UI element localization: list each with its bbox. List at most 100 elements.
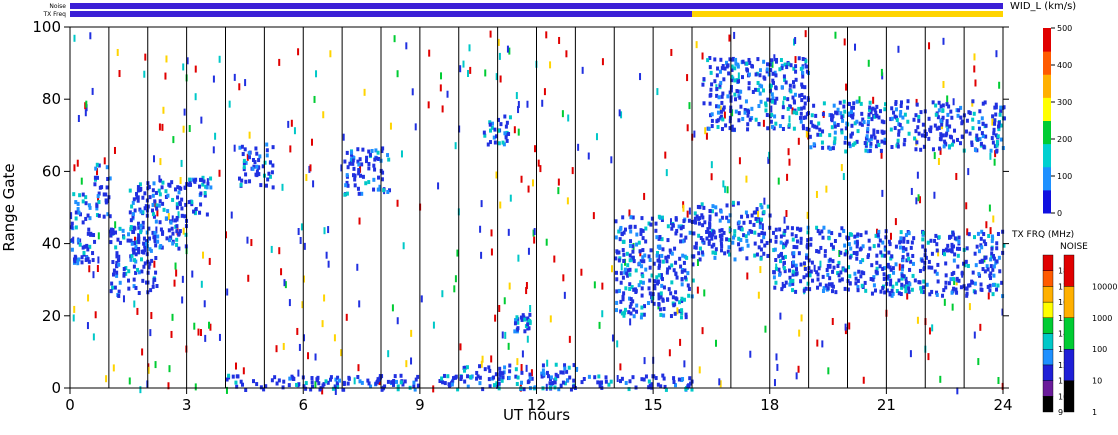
data-pixel — [802, 115, 806, 120]
data-pixel — [730, 67, 734, 72]
data-pixel — [822, 101, 826, 106]
data-pixel — [949, 109, 953, 114]
data-pixel — [70, 225, 74, 230]
noise-pixel — [728, 34, 731, 42]
data-pixel — [869, 107, 873, 112]
data-pixel — [132, 277, 136, 282]
data-pixel — [810, 260, 814, 265]
noise-pixel — [402, 242, 405, 250]
data-pixel — [116, 237, 120, 242]
data-pixel — [708, 101, 712, 106]
data-pixel — [647, 254, 651, 259]
data-pixel — [836, 122, 840, 127]
data-pixel — [178, 229, 182, 234]
noise-pixel — [952, 98, 955, 106]
data-pixel — [728, 57, 732, 62]
data-pixel — [369, 384, 373, 389]
data-pixel — [728, 90, 732, 95]
data-pixel — [623, 270, 627, 275]
data-pixel — [720, 244, 724, 249]
data-pixel — [792, 126, 796, 131]
data-pixel — [894, 101, 898, 106]
data-pixel — [844, 135, 848, 140]
data-pixel — [827, 229, 831, 234]
noise-pixel — [973, 53, 976, 61]
data-pixel — [268, 160, 272, 165]
data-pixel — [722, 230, 726, 235]
data-pixel — [672, 303, 676, 308]
noise-pixel — [916, 316, 919, 324]
noise-pixel — [515, 92, 518, 100]
noise-pixel — [204, 334, 207, 342]
noise-pixel — [629, 318, 632, 326]
data-pixel — [991, 140, 995, 145]
data-pixel — [907, 289, 911, 294]
data-pixel — [891, 266, 895, 271]
data-pixel — [644, 226, 648, 231]
data-pixel — [644, 267, 648, 272]
data-pixel — [621, 297, 625, 302]
data-pixel — [154, 190, 158, 195]
data-pixel — [821, 145, 825, 150]
data-pixel — [442, 373, 446, 378]
data-pixel — [648, 265, 652, 270]
data-pixel — [131, 212, 135, 217]
noise-pixel — [175, 269, 178, 277]
data-pixel — [848, 144, 852, 149]
noise-pixel — [396, 70, 399, 78]
data-pixel — [936, 262, 940, 267]
data-pixel — [866, 119, 870, 124]
noise-pixel — [114, 221, 117, 229]
data-pixel — [896, 138, 900, 143]
data-pixel — [637, 283, 641, 288]
data-pixel — [986, 284, 990, 289]
data-pixel — [199, 191, 203, 196]
noise-pixel — [181, 296, 184, 304]
data-pixel — [995, 140, 999, 145]
data-pixel — [259, 385, 263, 390]
data-pixel — [782, 260, 786, 265]
data-pixel — [650, 273, 654, 278]
noise-pixel — [656, 88, 659, 96]
noise-pixel — [497, 38, 500, 46]
data-pixel — [244, 160, 248, 165]
data-pixel — [904, 285, 908, 290]
data-pixel — [670, 263, 674, 268]
data-pixel — [871, 277, 875, 282]
data-pixel — [108, 229, 112, 234]
data-pixel — [678, 309, 682, 314]
scatter-noise — [70, 30, 1004, 395]
data-pixel — [962, 261, 966, 266]
noise-pixel — [995, 50, 998, 58]
data-pixel — [621, 294, 625, 299]
data-pixel — [877, 115, 881, 120]
data-pixel — [680, 269, 684, 274]
data-pixel — [708, 55, 712, 60]
noise-pixel — [459, 343, 462, 351]
noise-pixel — [507, 342, 510, 350]
data-pixel — [631, 299, 635, 304]
data-pixel — [975, 133, 979, 138]
data-pixel — [87, 259, 91, 264]
data-pixel — [674, 296, 678, 301]
data-pixel — [832, 265, 836, 270]
data-pixel — [516, 320, 520, 325]
data-pixel — [986, 267, 990, 272]
data-pixel — [158, 192, 162, 197]
noise-pixel — [298, 343, 301, 351]
data-pixel — [830, 289, 834, 294]
data-pixel — [386, 153, 390, 158]
data-pixel — [146, 204, 150, 209]
noise-pixel — [143, 70, 146, 78]
data-pixel — [674, 260, 678, 265]
noise-pixel — [994, 150, 997, 158]
data-pixel — [721, 63, 725, 68]
data-pixel — [794, 77, 798, 82]
data-pixel — [864, 143, 868, 148]
data-pixel — [795, 239, 799, 244]
data-pixel — [105, 185, 109, 190]
data-pixel — [904, 289, 908, 294]
data-pixel — [137, 240, 141, 245]
data-pixel — [788, 282, 792, 287]
data-pixel — [957, 108, 961, 113]
